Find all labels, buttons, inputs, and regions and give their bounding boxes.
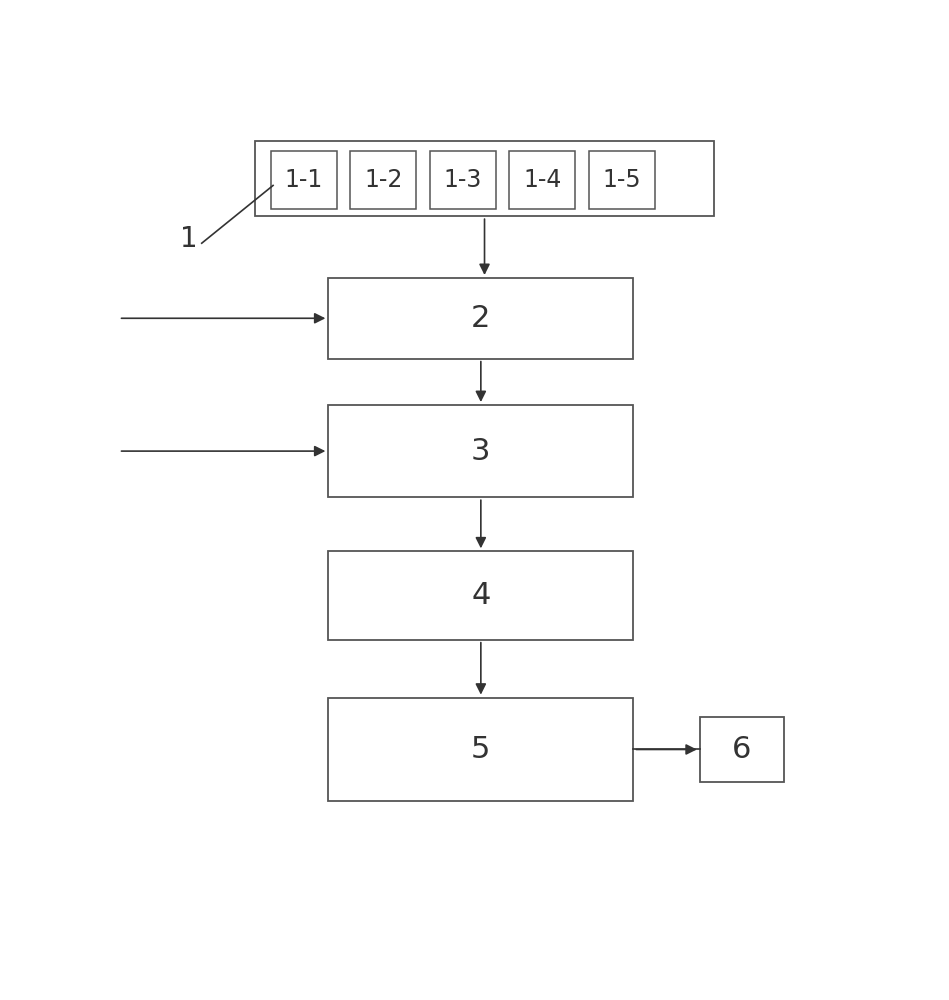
Text: 1-2: 1-2 xyxy=(364,168,402,192)
Text: 6: 6 xyxy=(733,735,752,764)
Text: 1-4: 1-4 xyxy=(523,168,562,192)
Text: 2: 2 xyxy=(471,304,491,333)
Bar xyxy=(430,151,496,209)
Text: 5: 5 xyxy=(471,735,491,764)
Bar xyxy=(328,698,634,801)
Bar xyxy=(328,278,634,359)
Text: 1-5: 1-5 xyxy=(603,168,641,192)
Text: 1: 1 xyxy=(179,225,197,253)
Bar xyxy=(270,151,337,209)
Bar xyxy=(350,151,417,209)
Bar xyxy=(328,551,634,640)
Text: 4: 4 xyxy=(471,581,491,610)
Bar xyxy=(254,141,715,216)
Text: 3: 3 xyxy=(471,437,491,466)
Text: 1-3: 1-3 xyxy=(443,168,482,192)
Bar xyxy=(588,151,655,209)
Bar xyxy=(699,717,784,782)
Bar xyxy=(328,405,634,497)
Text: 1-1: 1-1 xyxy=(285,168,323,192)
Bar xyxy=(510,151,575,209)
